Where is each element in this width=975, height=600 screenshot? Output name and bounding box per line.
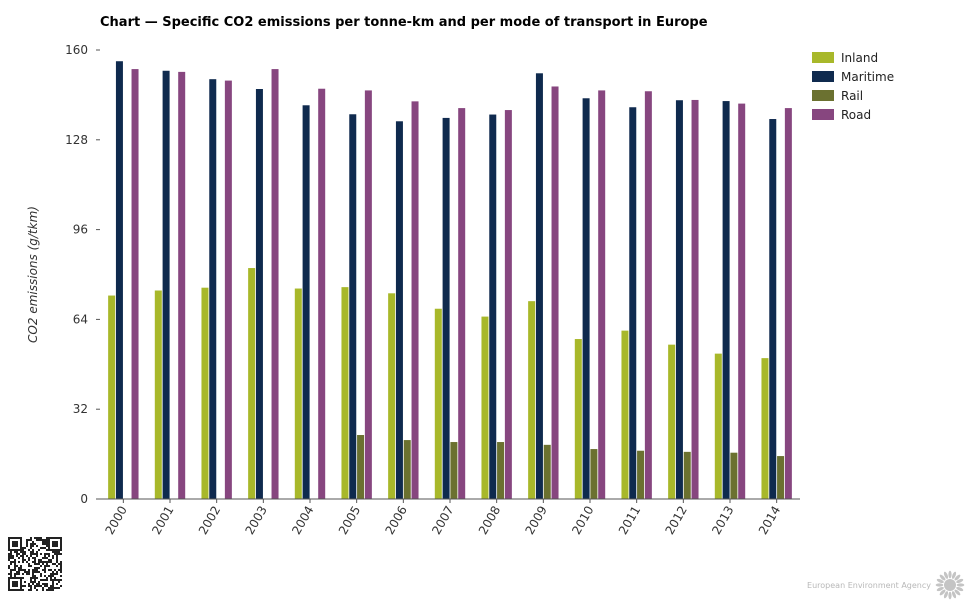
bar-maritime-2011 [629, 107, 637, 499]
bar-rail-2011 [637, 450, 645, 499]
bar-rail-2006 [403, 440, 411, 499]
legend-item-rail[interactable]: Rail [812, 86, 894, 105]
x-tick-label: 2000 [103, 504, 130, 537]
x-tick-label: 2007 [429, 504, 456, 537]
bar-inland-2009 [528, 301, 536, 499]
bar-inland-2007 [434, 308, 442, 499]
y-tick-label: 128 [65, 133, 88, 147]
bar-inland-2008 [481, 316, 489, 499]
bar-inland-2002 [201, 287, 209, 499]
bar-road-2010 [598, 90, 606, 499]
x-tick-label: 2004 [289, 504, 316, 537]
bar-maritime-2012 [675, 100, 683, 499]
bar-maritime-2001 [162, 70, 170, 500]
bar-road-2008 [504, 110, 512, 500]
bar-maritime-2010 [582, 98, 590, 499]
legend-label-inland: Inland [841, 50, 879, 65]
bar-road-2002 [224, 80, 232, 499]
bar-road-2009 [551, 86, 559, 499]
bar-maritime-2003 [255, 89, 263, 500]
y-tick-label: 0 [80, 492, 88, 506]
legend-item-maritime[interactable]: Maritime [812, 67, 894, 86]
bar-road-2012 [691, 99, 699, 500]
x-tick-label: 2012 [663, 504, 690, 537]
bar-maritime-2005 [349, 114, 357, 499]
bar-maritime-2007 [442, 117, 450, 499]
legend-item-road[interactable]: Road [812, 105, 894, 124]
bar-rail-2013 [730, 452, 738, 499]
eea-sun-logo-icon [935, 570, 965, 600]
x-tick-label: 2013 [709, 504, 736, 537]
y-tick-label: 32 [73, 402, 88, 416]
bar-maritime-2014 [769, 119, 777, 499]
legend-label-maritime: Maritime [841, 69, 895, 84]
bar-inland-2014 [761, 358, 769, 499]
bar-inland-2011 [621, 330, 629, 499]
legend: Inland Maritime Rail Road [812, 48, 894, 124]
x-tick-label: 2005 [336, 504, 363, 537]
bar-maritime-2008 [489, 114, 497, 499]
legend-swatch-maritime [812, 71, 834, 82]
bar-rail-2005 [357, 435, 365, 499]
x-tick-label: 2009 [523, 504, 550, 537]
legend-label-rail: Rail [841, 88, 864, 103]
legend-item-inland[interactable]: Inland [812, 48, 894, 67]
legend-label-road: Road [841, 107, 872, 122]
x-tick-label: 2010 [569, 504, 596, 537]
bar-inland-2013 [714, 353, 722, 499]
bar-road-2007 [458, 108, 466, 499]
bar-inland-2004 [294, 288, 302, 499]
bar-road-2014 [784, 108, 792, 499]
y-axis-label: CO2 emissions (g/tkm) [26, 206, 40, 343]
bar-inland-2010 [574, 339, 582, 499]
bar-inland-2000 [108, 295, 116, 499]
bar-inland-2006 [388, 293, 396, 499]
y-tick-label: 64 [73, 312, 88, 326]
legend-swatch-rail [812, 90, 834, 101]
bar-road-2006 [411, 101, 419, 500]
eea-branding[interactable]: European Environment Agency [807, 570, 965, 600]
bar-rail-2008 [497, 442, 505, 499]
y-tick-label: 96 [73, 223, 88, 237]
bar-inland-2001 [154, 290, 162, 499]
x-tick-label: 2002 [196, 504, 223, 537]
bar-road-2000 [131, 69, 139, 500]
legend-swatch-inland [812, 52, 834, 63]
x-tick-label: 2011 [616, 504, 643, 537]
bar-inland-2012 [668, 344, 676, 499]
bar-maritime-2002 [209, 79, 217, 499]
bar-road-2013 [738, 103, 746, 500]
bar-road-2011 [644, 91, 652, 499]
bar-rail-2012 [683, 451, 691, 499]
bar-road-2004 [318, 88, 326, 499]
bar-inland-2003 [248, 268, 256, 499]
x-tick-label: 2003 [243, 504, 270, 537]
x-tick-label: 2006 [383, 504, 410, 537]
legend-swatch-road [812, 109, 834, 120]
bar-inland-2005 [341, 287, 349, 499]
chart-title: Chart — Specific CO2 emissions per tonne… [100, 15, 708, 30]
bar-road-2001 [178, 71, 186, 500]
eea-brand-text: European Environment Agency [807, 580, 931, 590]
y-tick-label: 160 [65, 43, 88, 57]
bar-maritime-2009 [535, 73, 543, 500]
bar-rail-2010 [590, 449, 598, 499]
bar-maritime-2013 [722, 101, 730, 499]
bar-rail-2014 [777, 456, 785, 499]
bar-maritime-2004 [302, 105, 310, 499]
x-tick-label: 2014 [756, 504, 783, 537]
x-tick-label: 2001 [149, 504, 176, 537]
bar-rail-2007 [450, 442, 458, 499]
bar-maritime-2000 [115, 61, 123, 499]
qr-code-icon[interactable] [8, 537, 62, 591]
bar-road-2005 [364, 90, 372, 499]
bar-maritime-2006 [395, 121, 403, 499]
bar-road-2003 [271, 69, 279, 500]
x-tick-label: 2008 [476, 504, 503, 537]
bar-rail-2009 [543, 444, 551, 499]
